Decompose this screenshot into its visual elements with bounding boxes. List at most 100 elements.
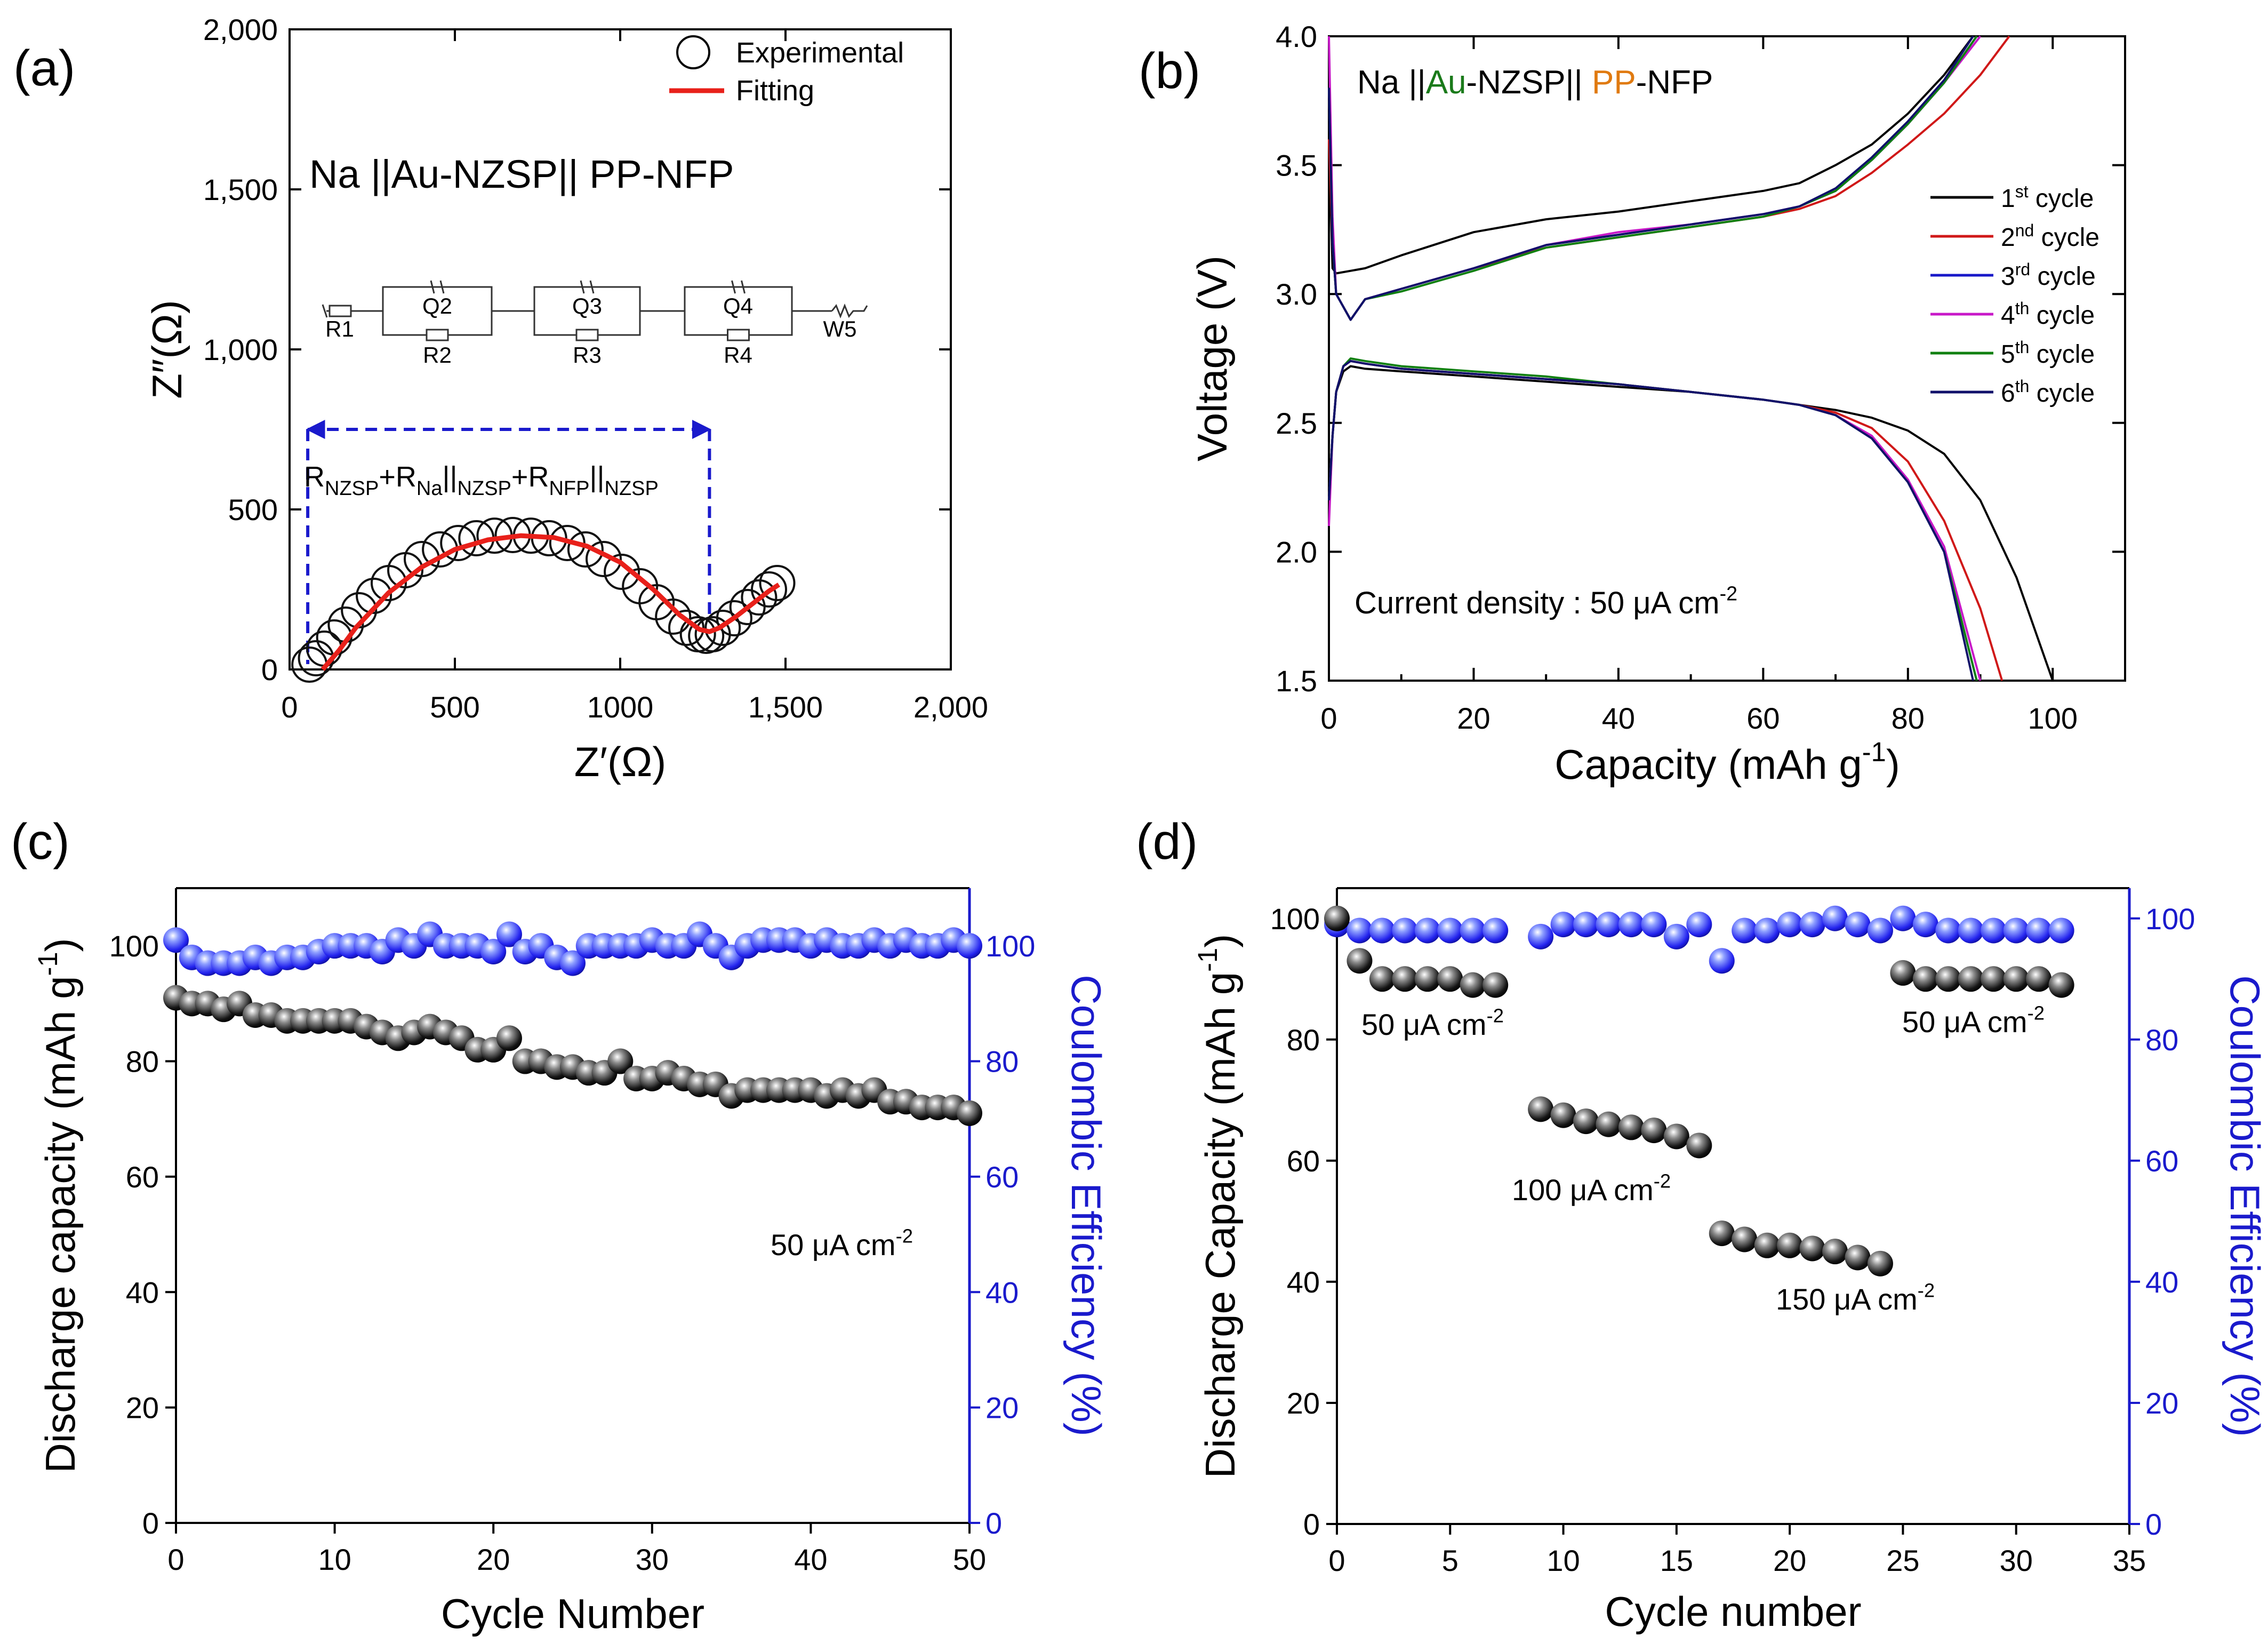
- annotation-current-d-1-sup: -2: [1654, 1170, 1671, 1192]
- legend-num: 2: [2001, 224, 2015, 252]
- cpe-plate: [741, 280, 746, 294]
- circuit-label: Q4: [723, 293, 753, 318]
- legend-label-fitting: Fitting: [736, 75, 814, 107]
- discharge-capacity-point: [1369, 966, 1395, 992]
- discharge-capacity-point: [1981, 966, 2007, 992]
- discharge-capacity-point: [2048, 972, 2074, 998]
- x-axis-label-b: Capacity (mAh g-1): [1554, 737, 1900, 788]
- experimental-point: [751, 571, 787, 608]
- annotation-current-c: 50 μA cm-2: [771, 1225, 913, 1262]
- y-axis-label-d: Discharge Capacity (mAh g-1): [1192, 934, 1244, 1478]
- cell-label-b: Na ||Au-NZSP|| PP-NFP: [1357, 64, 1713, 101]
- coulombic-efficiency-point: [496, 921, 522, 947]
- x-tick-label-d: 25: [1886, 1544, 1919, 1577]
- discharge-capacity-point: [1912, 966, 1938, 992]
- coulombic-efficiency-point: [1641, 912, 1667, 938]
- y2-tick-label-c: 40: [985, 1275, 1019, 1309]
- x-axis-label-b-tail: ): [1886, 741, 1900, 788]
- annotation-current-d-0-sup: -2: [1487, 1004, 1504, 1026]
- coulombic-efficiency-point: [1686, 912, 1712, 938]
- discharge-capacity-point: [1845, 1244, 1871, 1271]
- x-tick-label-b: 0: [1320, 701, 1337, 735]
- experimental-point: [604, 554, 640, 590]
- y2-tick-label-c: 100: [985, 929, 1035, 963]
- discharge-capacity-point: [1460, 972, 1486, 998]
- legend-sup: th: [2015, 299, 2030, 318]
- plot-frame-b: [1328, 35, 2126, 682]
- coulombic-efficiency-point: [1799, 912, 1825, 938]
- coulombic-efficiency-point: [1912, 912, 1938, 938]
- legend-num: 3: [2001, 262, 2015, 291]
- x-tick-label-d: 15: [1660, 1544, 1693, 1577]
- x-tick-label-d: 10: [1546, 1544, 1580, 1577]
- experimental-point: [704, 610, 741, 646]
- cpe-plate: [589, 280, 595, 294]
- resistance-label-part: NZSP: [458, 477, 511, 500]
- y-tick-label-d: 40: [1287, 1265, 1320, 1299]
- y-axis-label-c-tail: ): [37, 938, 84, 952]
- annotation-current-c-sup: -2: [896, 1225, 913, 1247]
- annotation-current-d-0: 50 μA cm-2: [1361, 1004, 1504, 1041]
- legend-marker-experimental: [676, 35, 710, 69]
- annotation-current-d-3-sup: -2: [2027, 1002, 2045, 1024]
- annotation-current-d-3: 50 μA cm-2: [1902, 1002, 2045, 1039]
- discharge-capacity-point: [1596, 1111, 1622, 1137]
- discharge-capacity-point: [1822, 1239, 1848, 1265]
- y-axis-label-c-sup: -1: [33, 952, 63, 976]
- coulombic-efficiency-point: [560, 950, 586, 976]
- legend-num: 5: [2001, 340, 2015, 369]
- y-tick-label-c: 20: [126, 1391, 159, 1425]
- x-tick-label-a: 500: [430, 690, 479, 724]
- cpe-plate: [439, 280, 445, 294]
- legend-label-cycle-2: 2nd cycle: [2001, 221, 2099, 252]
- fitting-curve: [320, 533, 781, 671]
- circuit-label: Q3: [572, 293, 602, 318]
- x-axis-label-a: Z′(Ω): [574, 738, 667, 785]
- legend-label-cycle-4: 4th cycle: [2001, 299, 2095, 330]
- discharge-capacity-point: [1890, 960, 1916, 986]
- y-axis-label-d-tail: ): [1197, 934, 1244, 948]
- voltage-curve-cycle-6-charge: [1328, 35, 1974, 321]
- x-axis-label-c: Cycle Number: [441, 1590, 704, 1637]
- x-tick-label-a: 2,000: [913, 690, 988, 724]
- annotation-current-d-2-main: 150 μA cm: [1776, 1282, 1918, 1316]
- coulombic-efficiency-point: [1822, 905, 1848, 931]
- discharge-capacity-point: [1799, 1235, 1825, 1262]
- coulombic-efficiency-point: [2048, 917, 2074, 944]
- y2-tick-label-d: 40: [2145, 1265, 2178, 1299]
- cell-label-b-part: -NFP: [1636, 64, 1713, 101]
- coulombic-efficiency-point: [163, 927, 189, 953]
- voltage-curve-cycle-4-discharge: [1328, 360, 1982, 681]
- x-tick-label-b: 60: [1746, 701, 1780, 735]
- coulombic-efficiency-point: [1528, 923, 1554, 949]
- coulombic-efficiency-point: [1867, 917, 1893, 944]
- discharge-capacity-point: [1686, 1132, 1712, 1159]
- y-tick-label-d: 0: [1303, 1507, 1320, 1541]
- x-tick-label-b: 80: [1892, 701, 1925, 735]
- legend-sup: th: [2015, 377, 2030, 396]
- x-tick-label-c: 50: [953, 1543, 986, 1576]
- circuit-label: R4: [724, 342, 752, 368]
- coulombic-efficiency-point: [1369, 917, 1395, 944]
- panel-label-d: (d): [1136, 813, 1198, 870]
- discharge-capacity-point: [1573, 1108, 1599, 1135]
- y-tick-label-b: 3.5: [1276, 149, 1317, 182]
- warburg-element: [831, 303, 868, 319]
- coulombic-efficiency-point: [1618, 912, 1644, 938]
- y2-tick-label-d: 100: [2145, 902, 2195, 936]
- discharge-capacity-point: [2003, 966, 2029, 992]
- discharge-capacity-point: [1754, 1232, 1780, 1258]
- x-tick-label-a: 1000: [587, 690, 654, 724]
- discharge-capacity-point: [1618, 1114, 1644, 1140]
- x-tick-label-c: 20: [477, 1543, 510, 1576]
- annotation-current-d-1: 100 μA cm-2: [1512, 1170, 1671, 1207]
- panel-d: (d)0 5 10 15 20 25 30 3502040608010002040608010…: [1136, 813, 2268, 1635]
- voltage-curve-cycle-2-discharge: [1328, 360, 2003, 681]
- y2-axis-label-d: Coulombic Efficiency (%): [2222, 975, 2268, 1437]
- resistance-label: RNZSP+RNa||NZSP+RNFP||NZSP: [304, 461, 659, 500]
- coulombic-efficiency-point: [1392, 917, 1418, 944]
- coulombic-efficiency-point: [1596, 912, 1622, 938]
- coulombic-efficiency-point: [2026, 917, 2052, 944]
- experimental-point: [741, 579, 778, 616]
- x-tick-label-c: 30: [636, 1543, 669, 1576]
